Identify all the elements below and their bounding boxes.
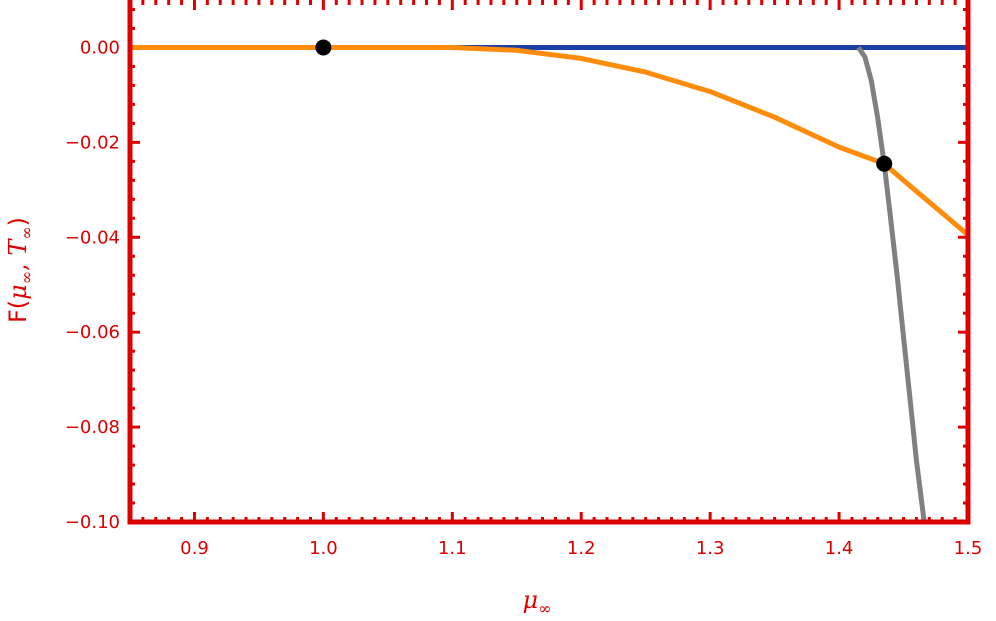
y-tick-label: −0.06 (65, 322, 120, 343)
y-label-sub2: ∞ (17, 226, 36, 239)
points-layer (315, 39, 893, 172)
series-layer (130, 45, 968, 522)
y-label-post: ) (4, 217, 32, 226)
x-tick-label: 1.4 (825, 538, 854, 559)
y-label-mu: μ (4, 284, 32, 300)
y-label-comma: , (4, 256, 32, 271)
x-tick-label: 1.3 (696, 538, 725, 559)
x-tick-label: 1.2 (567, 538, 596, 559)
y-tick-labels: 0.00 −0.02 −0.04 −0.06 −0.08 −0.10 (65, 37, 120, 533)
ticks-layer (128, 0, 970, 524)
x-tick-label: 1.0 (309, 538, 338, 559)
series-line-1 (130, 45, 968, 237)
series-line-2 (856, 46, 927, 522)
y-tick-label: −0.08 (65, 417, 120, 438)
x-tick-label: 0.9 (180, 538, 209, 559)
x-tick-label: 1.5 (954, 538, 983, 559)
marker-point-0 (315, 39, 332, 56)
y-axis-label: F(μ∞, T∞) (4, 217, 36, 323)
y-label-sub1: ∞ (17, 271, 36, 284)
x-axis-label-mu: μ (523, 586, 539, 614)
y-tick-label: −0.02 (65, 132, 120, 153)
y-tick-label: −0.10 (65, 512, 120, 533)
marker-point-1 (876, 155, 893, 172)
y-label-pre: F( (4, 300, 32, 323)
x-axis-label-sub: ∞ (538, 599, 551, 618)
y-tick-label: −0.04 (65, 227, 120, 248)
y-tick-label: 0.00 (80, 37, 120, 58)
plot-frame (127, 0, 971, 525)
x-tick-labels: 0.9 1.0 1.1 1.2 1.3 1.4 1.5 (180, 538, 982, 559)
x-axis-label: μ∞ (523, 586, 552, 618)
y-label-t: T (4, 238, 32, 256)
x-tick-label: 1.1 (438, 538, 467, 559)
